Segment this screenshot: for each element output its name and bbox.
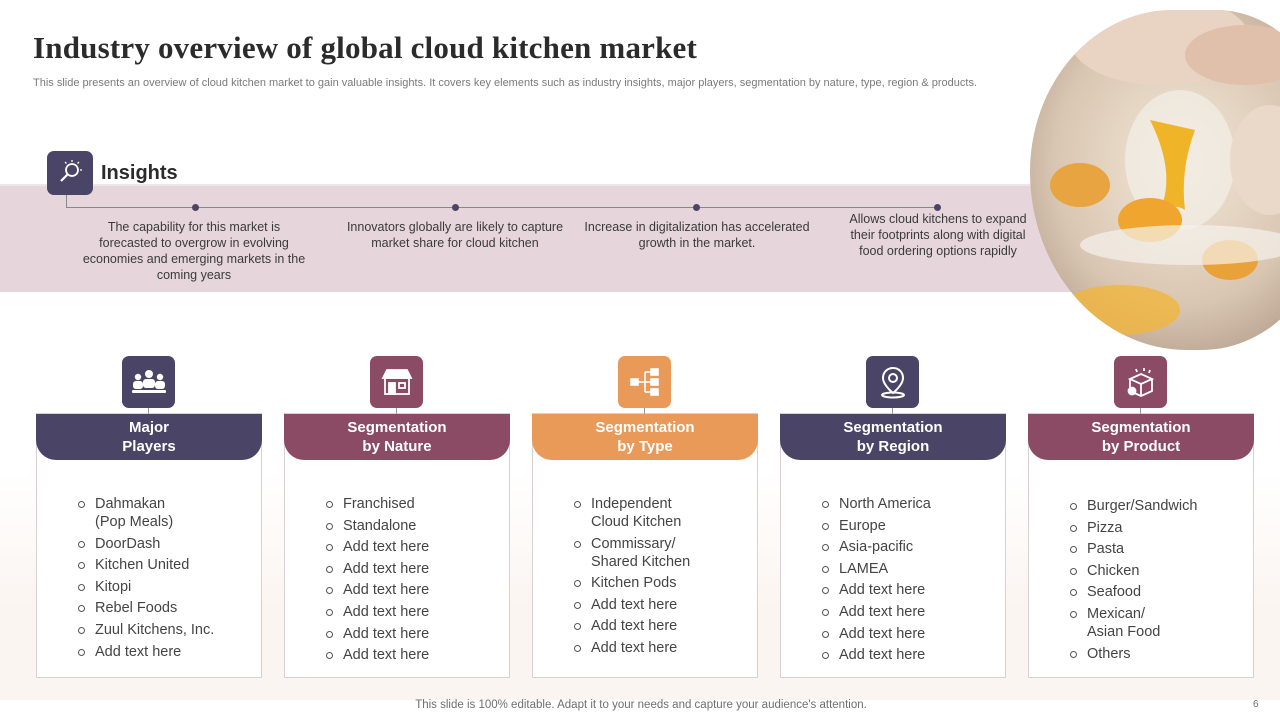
lightbulb-magnifier-icon bbox=[47, 151, 93, 195]
segment-major-players: Major Players Dahmakan (Pop Meals) DoorDa… bbox=[36, 356, 262, 678]
footer-note: This slide is 100% editable. Adapt it to… bbox=[415, 699, 867, 711]
segment-list-item: Rebel Foods bbox=[75, 599, 255, 617]
segment-list: Franchised Standalone Add text here Add tex… bbox=[323, 495, 503, 668]
segment-list-item: Burger/Sandwich bbox=[1067, 497, 1247, 515]
segment-list-item: North America bbox=[819, 495, 999, 513]
segment-by-region: Segmentation by Region North America Euro… bbox=[780, 356, 1006, 678]
segment-list-item: Add text here bbox=[323, 625, 503, 643]
team-icon bbox=[122, 356, 175, 408]
segment-by-type: Segmentation by Type Independent Cloud K… bbox=[532, 356, 758, 678]
segment-list-item: Dahmakan (Pop Meals) bbox=[75, 495, 255, 531]
segment-list-item: Add text here bbox=[819, 646, 999, 664]
insight-text: The capability for this market is foreca… bbox=[82, 220, 306, 282]
segment-list-item: Add text here bbox=[571, 617, 751, 635]
segment-list-item: Pizza bbox=[1067, 519, 1247, 537]
segment-header: Segmentation by Nature bbox=[284, 414, 510, 460]
segment-header: Segmentation by Type bbox=[532, 414, 758, 460]
segment-stem bbox=[396, 408, 397, 414]
segment-list-item: Add text here bbox=[323, 646, 503, 664]
segment-list-item: Add text here bbox=[323, 560, 503, 578]
segment-list-item: Zuul Kitchens, Inc. bbox=[75, 621, 255, 639]
segment-list-item: Seafood bbox=[1067, 583, 1247, 601]
segment-list-item: Add text here bbox=[819, 581, 999, 599]
location-pin-icon bbox=[866, 356, 919, 408]
insight-text: Allows cloud kitchens to expand their fo… bbox=[849, 212, 1027, 258]
segment-list-item: Add text here bbox=[819, 625, 999, 643]
segment-header: Major Players bbox=[36, 414, 262, 460]
slide-subtitle: This slide presents an overview of cloud… bbox=[33, 77, 978, 89]
segment-list-item: Europe bbox=[819, 517, 999, 535]
segment-list: Dahmakan (Pop Meals) DoorDash Kitchen Unit… bbox=[75, 495, 255, 664]
segment-list-item: Add text here bbox=[323, 603, 503, 621]
segment-list-item: Chicken bbox=[1067, 562, 1247, 580]
insights-heading: Insights bbox=[101, 162, 178, 184]
timeline-line bbox=[66, 207, 938, 208]
segment-list-item: Kitchen United bbox=[75, 556, 255, 574]
segment-list-item: Add text here bbox=[571, 596, 751, 614]
segment-list-item: Add text here bbox=[323, 538, 503, 556]
segment-list-item: Kitopi bbox=[75, 578, 255, 596]
segment-list-item: Add text here bbox=[75, 643, 255, 661]
food-photo bbox=[1030, 10, 1280, 350]
segment-list-item: Add text here bbox=[571, 639, 751, 657]
segment-list-item: DoorDash bbox=[75, 535, 255, 553]
segment-stem bbox=[1140, 408, 1141, 414]
insight-text: Increase in digitalization has accelerat… bbox=[584, 220, 810, 250]
segment-list-item: Standalone bbox=[323, 517, 503, 535]
segment-list-item: Kitchen Pods bbox=[571, 574, 751, 592]
segment-by-nature: Segmentation by Nature Franchised Standal… bbox=[284, 356, 510, 678]
gift-box-icon bbox=[1114, 356, 1167, 408]
segment-list-item: Independent Cloud Kitchen bbox=[571, 495, 751, 531]
timeline-connector bbox=[66, 195, 67, 208]
segment-list: Independent Cloud Kitchen Commissary/ Sha… bbox=[571, 495, 751, 661]
segment-list-item: LAMEA bbox=[819, 560, 999, 578]
page-number: 6 bbox=[1253, 699, 1259, 710]
timeline-dot bbox=[693, 204, 700, 211]
segment-by-product: Segmentation by Product Burger/Sandwich P… bbox=[1028, 356, 1254, 678]
segment-stem bbox=[892, 408, 893, 414]
segment-list-item: Add text here bbox=[819, 603, 999, 621]
insight-text: Innovators globally are likely to captur… bbox=[346, 220, 564, 250]
timeline-dot bbox=[452, 204, 459, 211]
segment-list-item: Commissary/ Shared Kitchen bbox=[571, 535, 751, 571]
timeline-dot bbox=[192, 204, 199, 211]
segment-stem bbox=[644, 408, 645, 414]
timeline-dot bbox=[934, 204, 941, 211]
segment-list-item: Franchised bbox=[323, 495, 503, 513]
segment-list: Burger/Sandwich Pizza Pasta Chicken Seafood M… bbox=[1067, 497, 1247, 666]
segment-list-item: Asia-pacific bbox=[819, 538, 999, 556]
segment-header: Segmentation by Product bbox=[1028, 414, 1254, 460]
hierarchy-icon bbox=[618, 356, 671, 408]
segment-list-item: Mexican/ Asian Food bbox=[1067, 605, 1247, 641]
segment-list-item: Others bbox=[1067, 645, 1247, 663]
insights-band bbox=[0, 186, 1130, 292]
segment-list-item: Pasta bbox=[1067, 540, 1247, 558]
segment-list: North America Europe Asia-pacific LAMEA Add … bbox=[819, 495, 999, 668]
storefront-icon bbox=[370, 356, 423, 408]
slide-title: Industry overview of global cloud kitche… bbox=[33, 30, 698, 65]
segment-list-item: Add text here bbox=[323, 581, 503, 599]
segment-stem bbox=[148, 408, 149, 414]
segment-header: Segmentation by Region bbox=[780, 414, 1006, 460]
